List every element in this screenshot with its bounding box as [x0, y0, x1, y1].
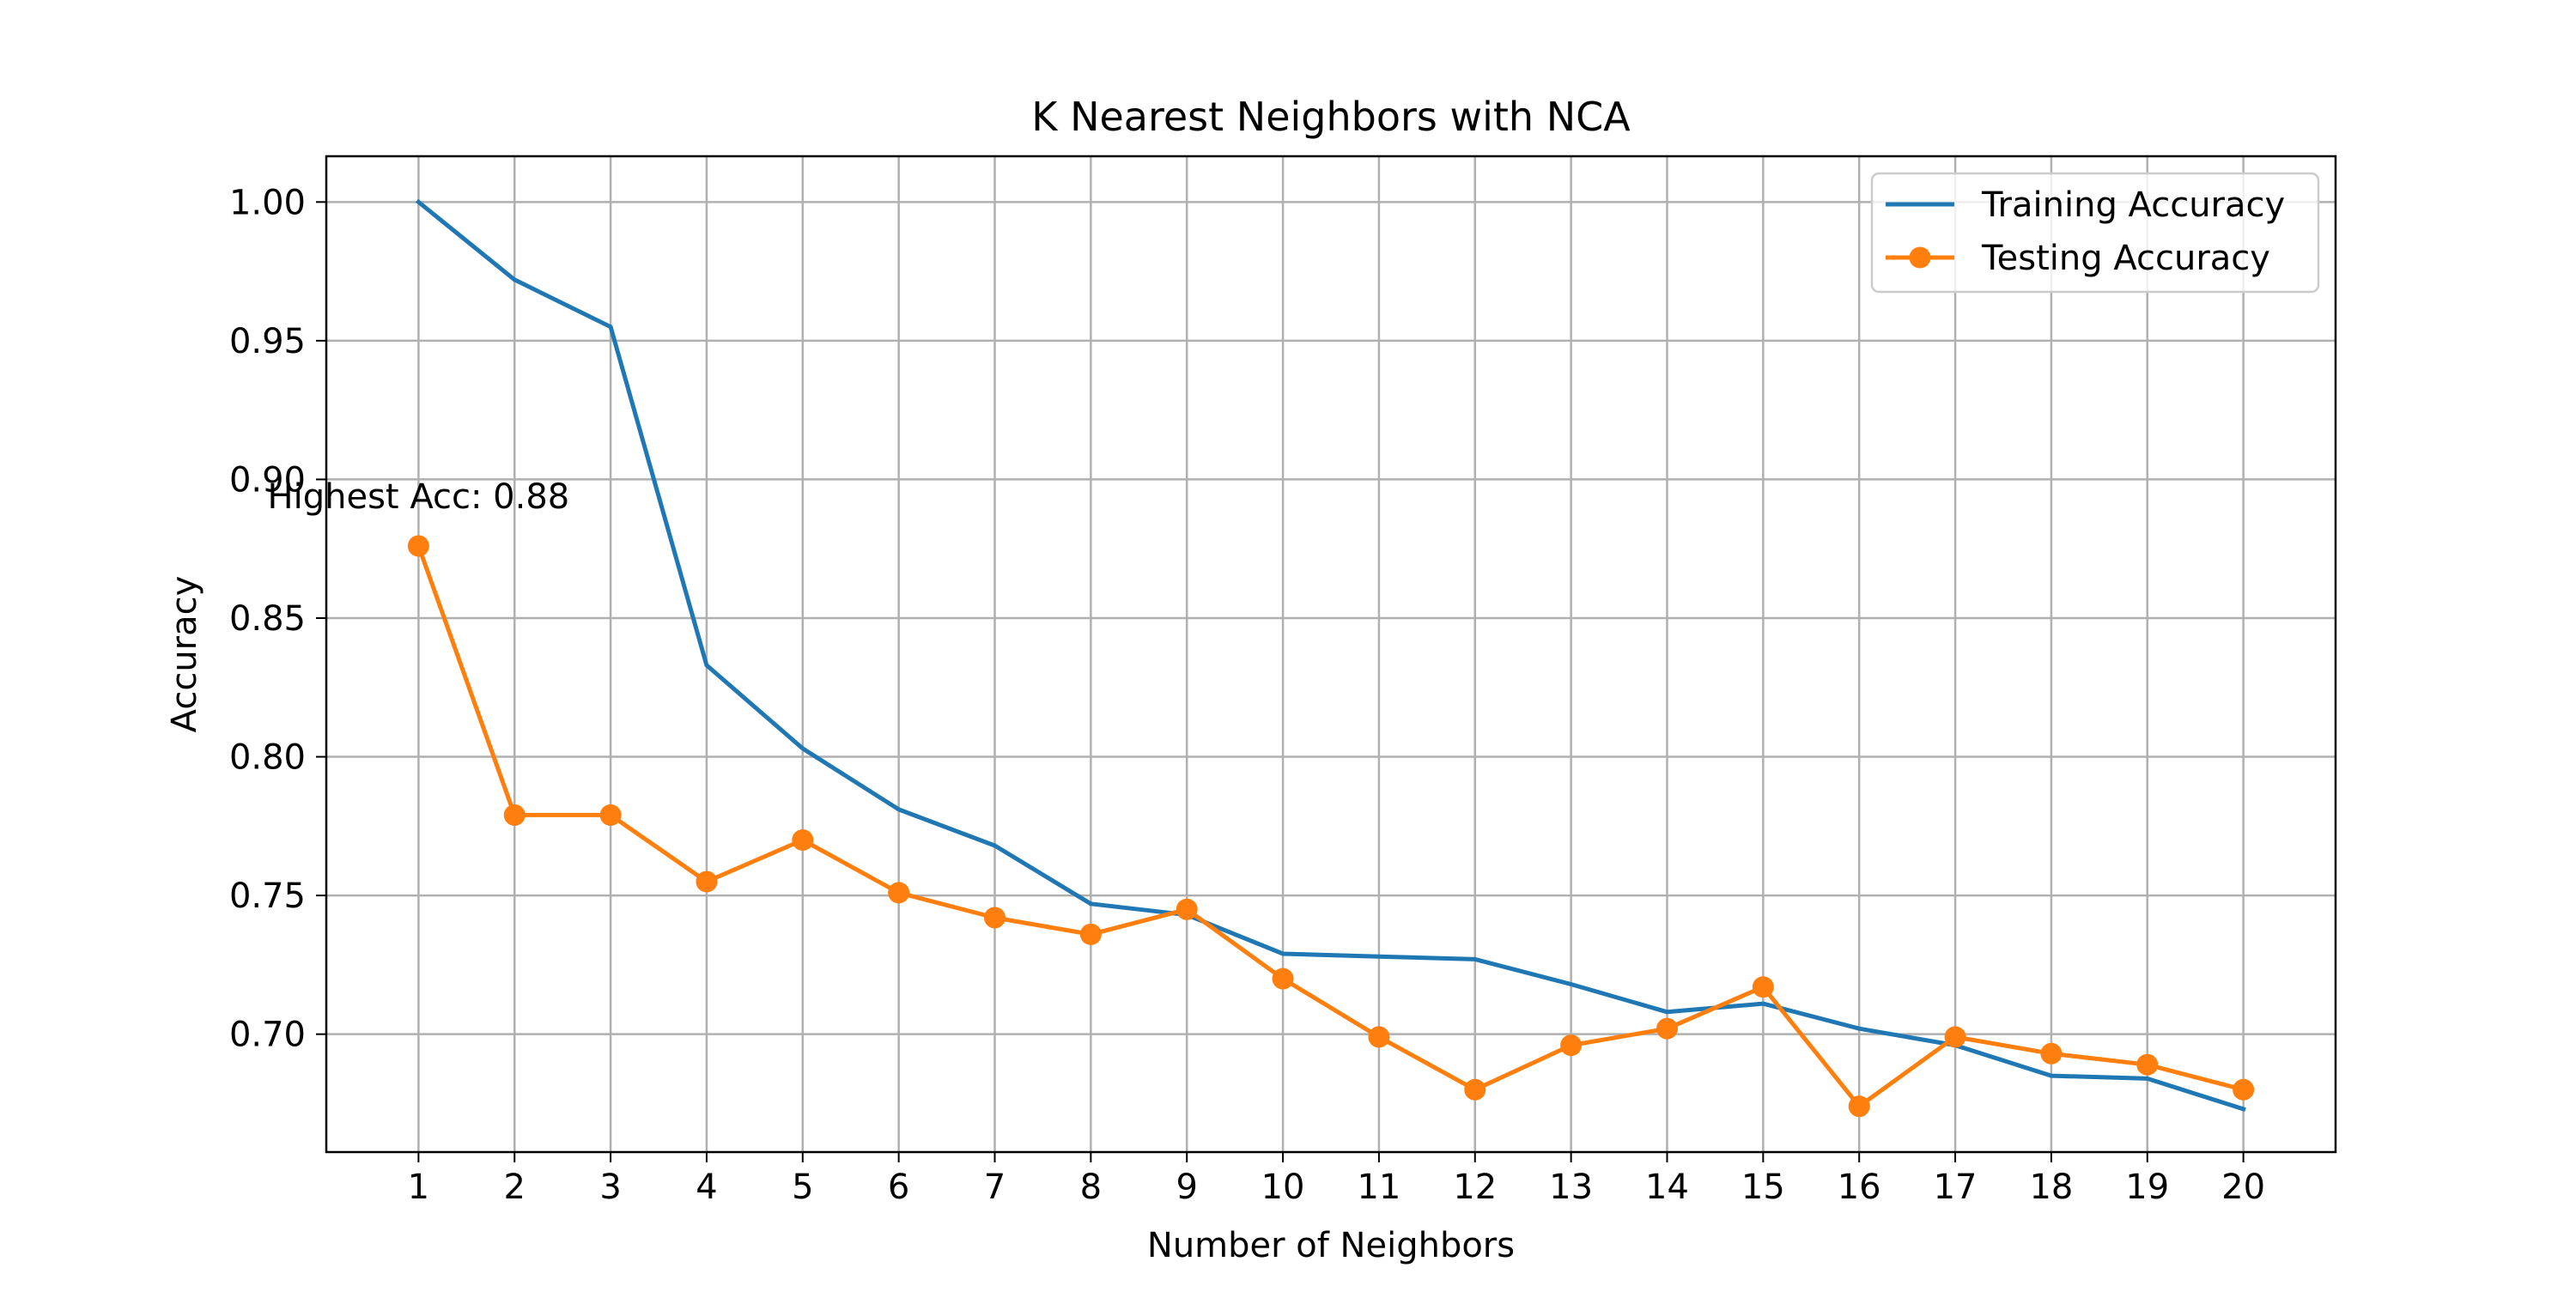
series-line [416, 543, 2246, 1109]
y-tick-label: 0.80 [229, 738, 306, 778]
x-tick-label: 12 [1453, 1168, 1497, 1207]
x-tick-label: 6 [888, 1168, 909, 1207]
annotations: Highest Acc: 0.88 [268, 477, 570, 517]
axis-ticks: 1 2 3 4 5 6 7 8 9 10 11 12 13 14 15 16 17 18 19 200.700.750… [229, 183, 2265, 1207]
data-point [1176, 898, 1198, 920]
grid [326, 156, 2336, 1152]
series-training-accuracy [415, 198, 2246, 1113]
x-tick-label: 11 [1357, 1168, 1400, 1207]
plot-frame [325, 155, 2337, 1154]
data-point [1464, 1078, 1486, 1101]
y-tick-label: 0.85 [229, 599, 306, 639]
y-tick-label: 1.00 [229, 183, 306, 222]
x-tick-label: 18 [2029, 1168, 2073, 1207]
x-tick-label: 1 [408, 1168, 429, 1207]
data-point [1656, 1017, 1678, 1040]
data-point [792, 828, 814, 851]
y-axis-label: Accuracy [165, 576, 204, 733]
legend-entry-label: Training Accuracy [1981, 185, 2285, 225]
data-point [599, 804, 622, 826]
x-tick-label: 2 [504, 1168, 526, 1207]
x-tick-label: 8 [1080, 1168, 1102, 1207]
chart-title: K Nearest Neighbors with NCA [1031, 94, 1631, 140]
data-point [503, 804, 526, 826]
data-point [2040, 1042, 2063, 1065]
series-line [415, 198, 2246, 1113]
y-tick-label: 0.70 [229, 1016, 306, 1055]
x-tick-label: 17 [1934, 1168, 1978, 1207]
x-tick-label: 19 [2125, 1168, 2169, 1207]
data-point [2136, 1053, 2159, 1076]
legend-entry-label: Testing Accuracy [1981, 239, 2270, 278]
x-tick-label: 5 [792, 1168, 813, 1207]
legend: Training Accuracy Testing Accuracy [1870, 172, 2320, 294]
data-point [407, 535, 429, 557]
x-tick-label: 10 [1261, 1168, 1305, 1207]
y-tick-label: 0.75 [229, 876, 306, 916]
x-tick-label: 4 [696, 1168, 717, 1207]
data-point [1560, 1034, 1583, 1057]
x-tick-label: 15 [1741, 1168, 1785, 1207]
data-point [1272, 967, 1294, 990]
data-point [1848, 1095, 1870, 1118]
data-point [888, 882, 910, 904]
legend-frame [1870, 172, 2320, 294]
data-point [1752, 976, 1774, 998]
data-point [2233, 1078, 2255, 1101]
y-tick-label: 0.90 [229, 460, 306, 500]
y-tick-label: 0.95 [229, 322, 306, 361]
x-tick-label: 16 [1838, 1168, 1881, 1207]
x-tick-label: 7 [984, 1168, 1005, 1207]
x-tick-label: 14 [1645, 1168, 1689, 1207]
x-tick-label: 9 [1176, 1168, 1197, 1207]
data-point [696, 870, 718, 893]
data-point [1368, 1026, 1390, 1048]
series-testing-accuracy [407, 535, 2255, 1118]
max-accuracy-annotation: Highest Acc: 0.88 [268, 477, 570, 517]
data-point [1944, 1026, 1966, 1048]
series-layer [407, 198, 2255, 1118]
data-point [1079, 923, 1102, 945]
data-point [984, 907, 1006, 929]
x-tick-label: 20 [2221, 1168, 2265, 1207]
x-axis-label: Number of Neighbors [1147, 1226, 1515, 1265]
x-tick-label: 3 [599, 1168, 621, 1207]
legend-swatch-marker [1909, 246, 1931, 269]
x-tick-label: 13 [1549, 1168, 1593, 1207]
